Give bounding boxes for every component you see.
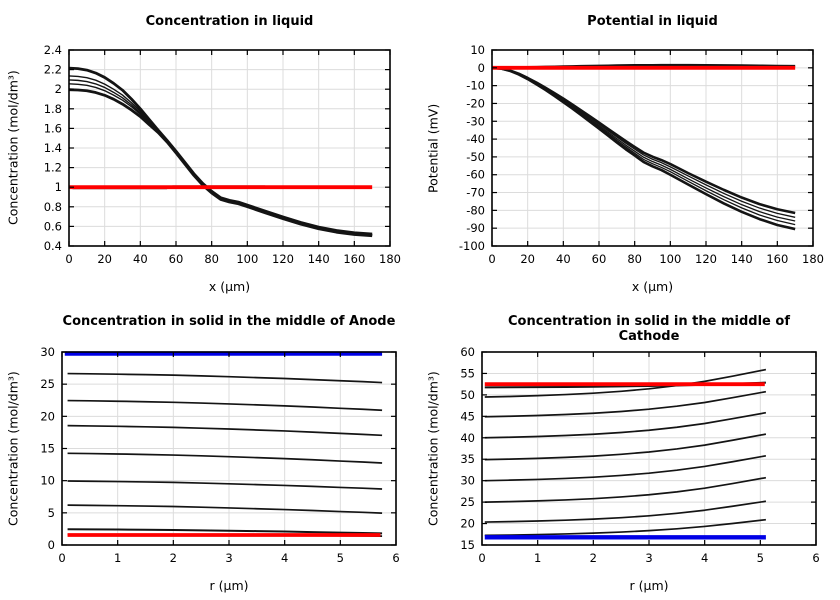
x-tick-label: 6 xyxy=(812,551,819,565)
y-tick-label: -70 xyxy=(466,186,485,200)
x-tick-label: 1 xyxy=(534,551,541,565)
x-tick-label: 40 xyxy=(133,252,148,266)
chart-concentration-in-liquid: Concentration in liquid Concentration (m… xyxy=(0,0,420,300)
x-tick-label: 4 xyxy=(281,551,288,565)
y-tick-label: -90 xyxy=(466,221,485,235)
x-tick-label: 120 xyxy=(695,252,717,266)
y-tick-label: 30 xyxy=(460,474,475,488)
y-tick-label: -80 xyxy=(466,203,485,217)
x-tick-label: 160 xyxy=(766,252,788,266)
x-tick-label: 140 xyxy=(308,252,330,266)
x-tick-label: 0 xyxy=(58,551,65,565)
y-tick-label: -30 xyxy=(466,114,485,128)
y-tick-label: 55 xyxy=(460,366,475,380)
x-tick-label: 5 xyxy=(757,551,764,565)
chart-title: Concentration in solid in the middle of … xyxy=(62,314,396,329)
y-tick-label: 10 xyxy=(470,43,485,57)
y-tick-label: 35 xyxy=(460,452,475,466)
chart-title: Potential in liquid xyxy=(587,14,718,29)
x-tick-label: 0 xyxy=(488,252,495,266)
x-tick-label: 100 xyxy=(236,252,258,266)
plot-area: 0 20 40 60 80 100 120 140 160 180100-10-20-30-40-… xyxy=(459,43,824,266)
x-axis-label: r (μm) xyxy=(209,578,249,593)
x-tick-label: 140 xyxy=(731,252,753,266)
x-tick-label: 5 xyxy=(337,551,344,565)
y-tick-label: 1.4 xyxy=(44,141,62,155)
y-tick-label: 0.8 xyxy=(44,200,62,214)
y-tick-label: 15 xyxy=(460,538,475,552)
y-tick-label: -20 xyxy=(466,96,485,110)
x-tick-label: 20 xyxy=(97,252,112,266)
y-tick-label: 25 xyxy=(460,495,475,509)
x-tick-label: 80 xyxy=(204,252,219,266)
y-tick-label: 2 xyxy=(55,82,62,96)
y-tick-label: 30 xyxy=(40,345,55,359)
y-tick-label: 10 xyxy=(40,474,55,488)
x-tick-label: 20 xyxy=(520,252,535,266)
x-tick-label: 60 xyxy=(169,252,184,266)
y-tick-label: 15 xyxy=(40,442,55,456)
chart-concentration-solid-cathode: Concentration in solid in the middle of … xyxy=(420,300,840,600)
x-tick-label: 6 xyxy=(392,551,399,565)
x-tick-label: 2 xyxy=(170,551,177,565)
x-tick-label: 0 xyxy=(478,551,485,565)
x-tick-label: 180 xyxy=(802,252,824,266)
x-axis-label: x (μm) xyxy=(208,279,251,294)
x-tick-label: 100 xyxy=(659,252,681,266)
y-tick-label: 2.2 xyxy=(44,63,62,77)
chart-potential-in-liquid: Potential in liquid Potential (mV) 0 20 40… xyxy=(420,0,840,300)
x-tick-label: 4 xyxy=(701,551,708,565)
y-tick-label: -40 xyxy=(466,132,485,146)
y-tick-label: 0.6 xyxy=(44,219,62,233)
y-tick-label: -10 xyxy=(466,79,485,93)
y-tick-label: -60 xyxy=(466,168,485,182)
x-tick-label: 120 xyxy=(272,252,294,266)
y-tick-label: -50 xyxy=(466,150,485,164)
y-tick-label: 25 xyxy=(40,377,55,391)
y-tick-label: 2.4 xyxy=(44,43,62,57)
y-tick-label: 1.8 xyxy=(44,102,62,116)
x-tick-label: 60 xyxy=(592,252,607,266)
y-tick-label: 20 xyxy=(460,517,475,531)
y-tick-label: -100 xyxy=(459,239,485,253)
y-tick-label: 0 xyxy=(478,61,485,75)
y-tick-label: 0 xyxy=(48,538,55,552)
x-tick-label: 1 xyxy=(114,551,121,565)
x-tick-label: 2 xyxy=(590,551,597,565)
y-tick-label: 20 xyxy=(40,409,55,423)
x-tick-label: 80 xyxy=(627,252,642,266)
y-tick-label: 40 xyxy=(460,431,475,445)
x-tick-label: 160 xyxy=(343,252,365,266)
y-tick-label: 1.2 xyxy=(44,161,62,175)
x-tick-label: 3 xyxy=(225,551,232,565)
y-tick-label: 50 xyxy=(460,388,475,402)
x-tick-label: 40 xyxy=(556,252,571,266)
y-tick-label: 60 xyxy=(460,345,475,359)
chart-title: Concentration in solid in the middle of … xyxy=(508,314,790,344)
y-tick-label: 1.6 xyxy=(44,121,62,135)
y-tick-label: 1 xyxy=(55,180,62,194)
x-tick-label: 3 xyxy=(645,551,652,565)
y-tick-label: 0.4 xyxy=(44,239,62,253)
chart-concentration-solid-anode: Concentration in solid in the middle of … xyxy=(0,300,420,600)
x-axis-label: r (μm) xyxy=(629,578,669,593)
y-tick-label: 5 xyxy=(48,506,55,520)
chart-title: Concentration in liquid xyxy=(145,14,314,29)
x-tick-label: 0 xyxy=(65,252,72,266)
x-tick-label: 180 xyxy=(379,252,401,266)
x-axis-label: x (μm) xyxy=(631,279,674,294)
plot-area: 0 1 2 3 4 5 6 0 5 10 15 20 25 30 xyxy=(40,345,399,565)
plot-area: 0 20 40 60 80 100 120 140 160 180 0.4 0.6 0.8 1 1.2 1.4… xyxy=(44,43,401,266)
y-tick-label: 45 xyxy=(460,409,475,423)
